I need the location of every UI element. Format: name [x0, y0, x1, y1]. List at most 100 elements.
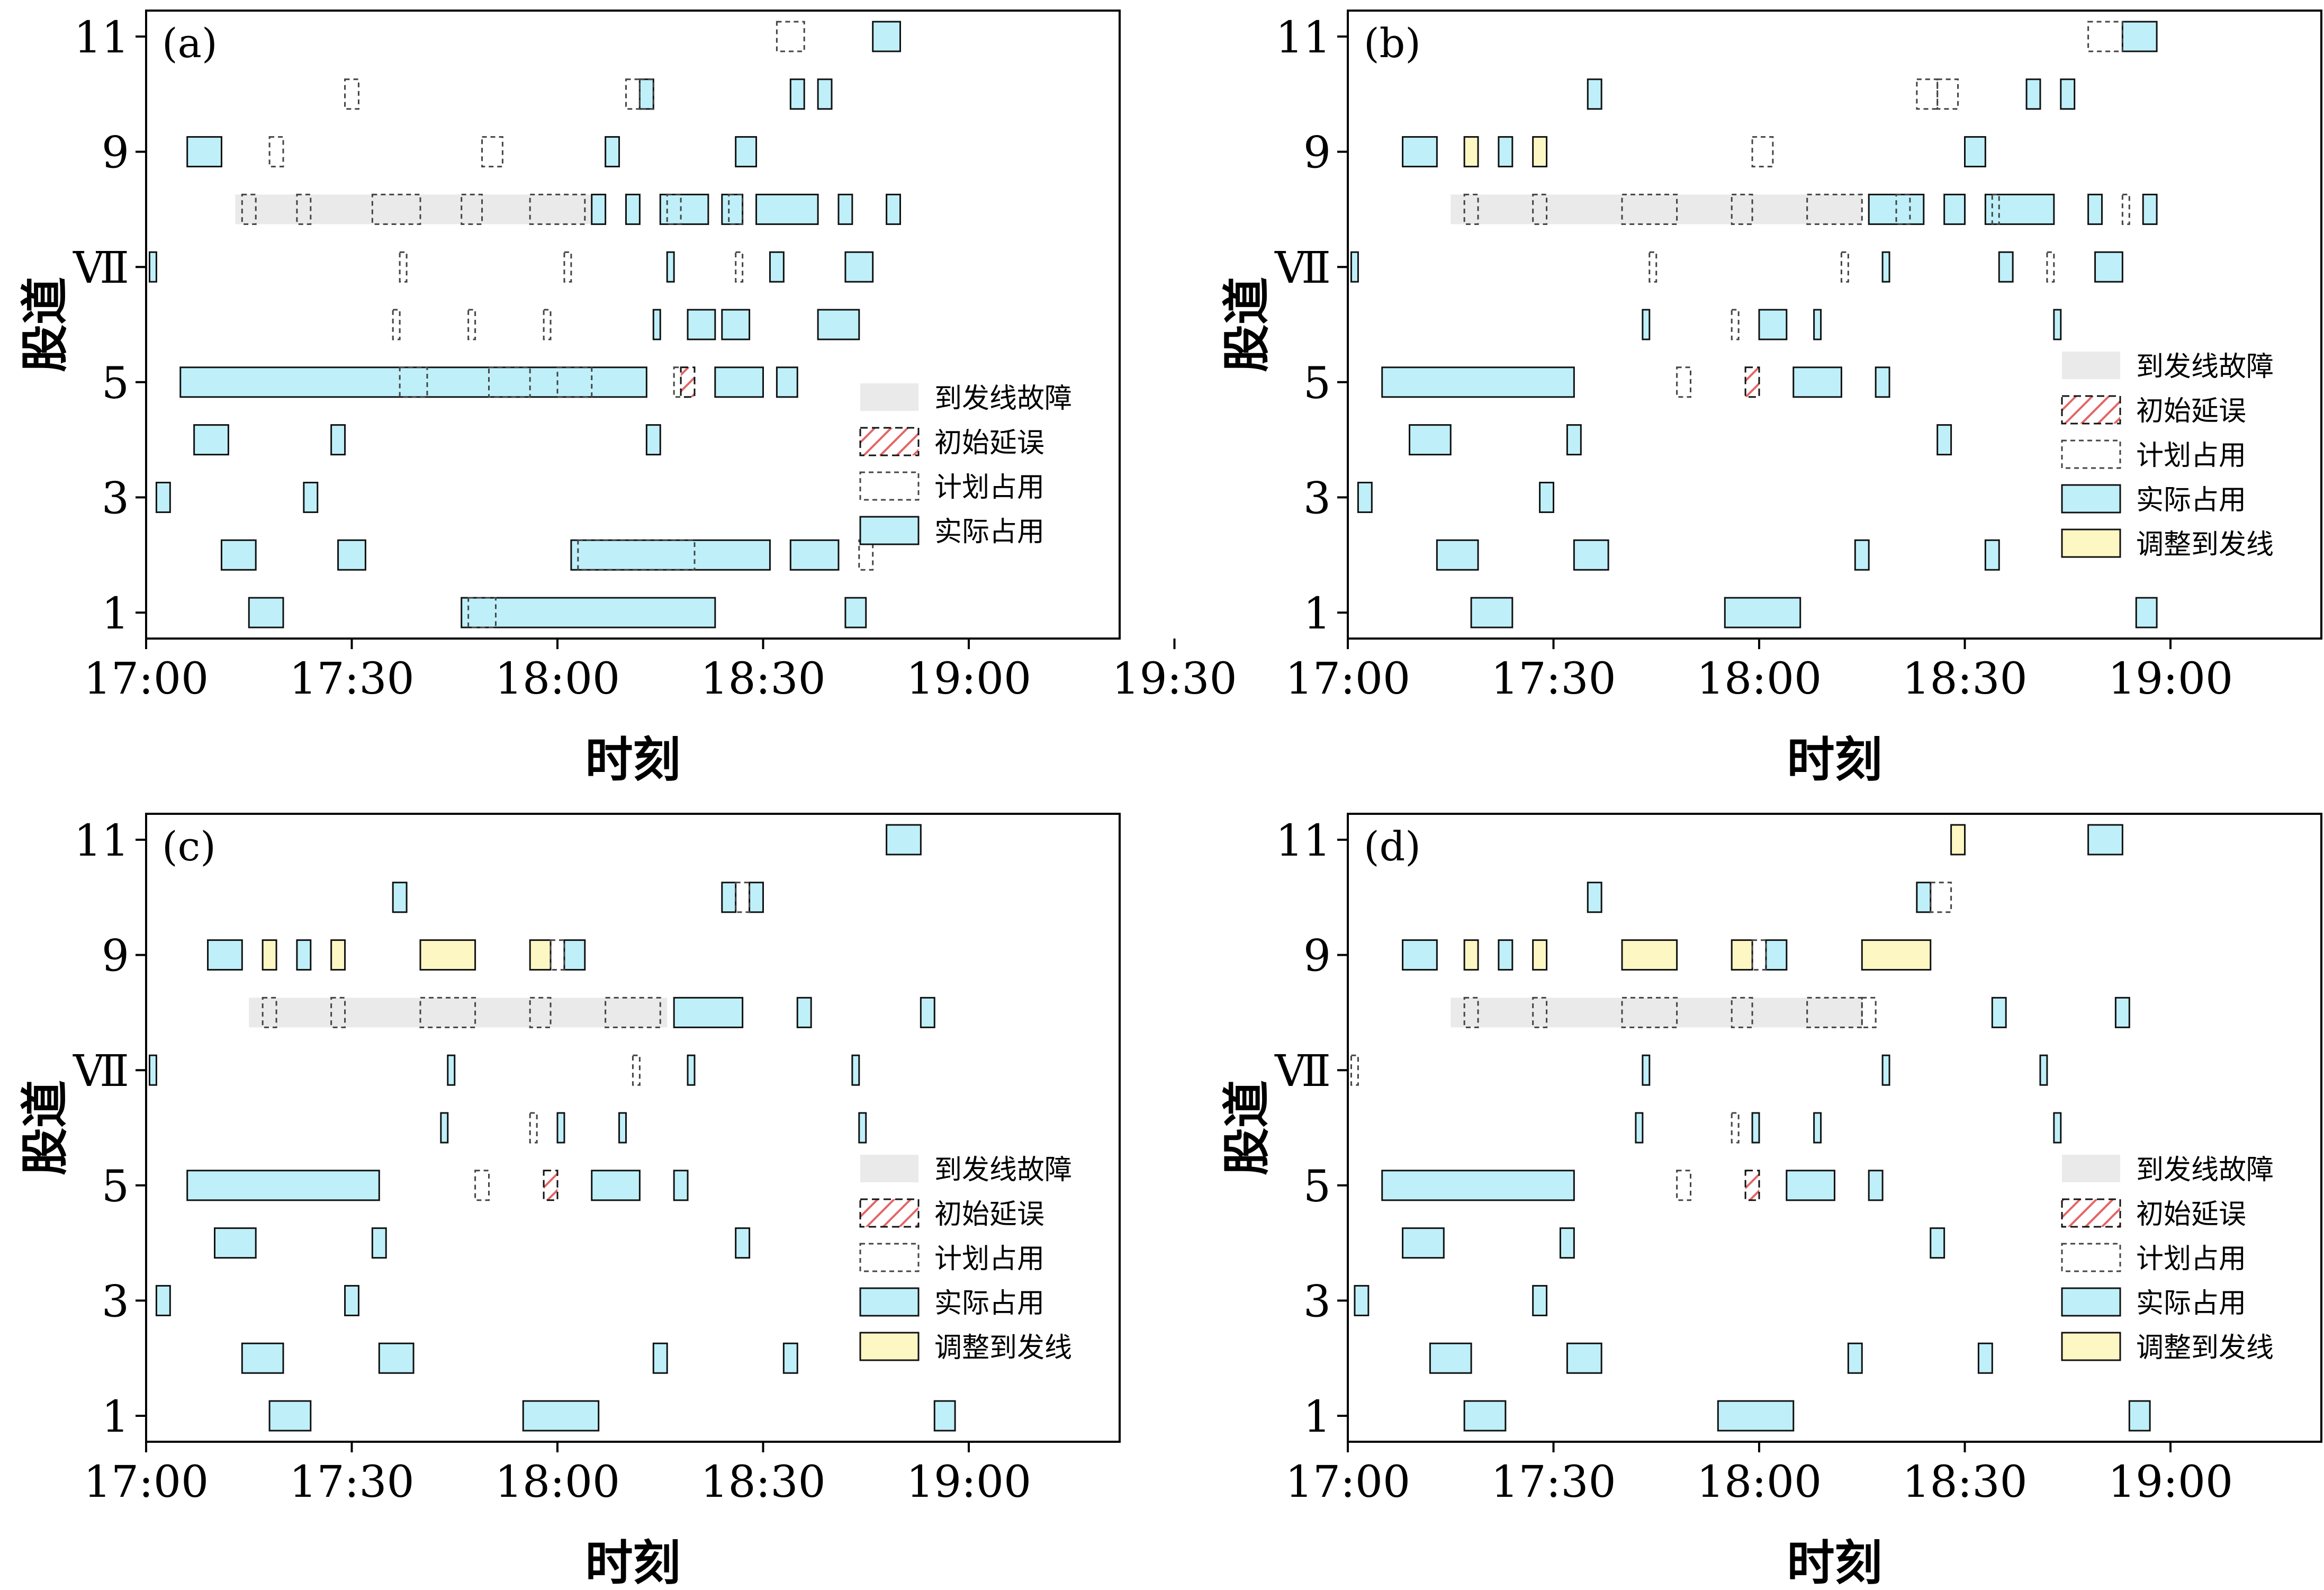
- plan-bar: [1751, 136, 1774, 168]
- legend-swatch-plan: [859, 471, 920, 501]
- y-tick-label: 3: [102, 1277, 129, 1327]
- plan-bar: [371, 193, 421, 225]
- actual-bar: [1409, 424, 1452, 456]
- plan-bar: [399, 251, 408, 283]
- legend-swatch-delay: [2061, 1198, 2121, 1228]
- actual-bar: [248, 597, 284, 628]
- plot-area: [1348, 11, 2321, 639]
- plan-bar: [1731, 1112, 1740, 1144]
- actual-bar: [1881, 251, 1890, 283]
- y-tick-label: 11: [1276, 816, 1331, 866]
- actual-bar: [1847, 1342, 1863, 1374]
- bars-group: [148, 824, 956, 1432]
- x-axis-title: 时刻: [585, 732, 681, 788]
- actual-bar: [844, 597, 867, 628]
- actual-bar: [1532, 1284, 1548, 1316]
- plan-bar: [1991, 193, 2000, 225]
- plan-bar: [529, 996, 552, 1028]
- actual-bar: [1854, 539, 1870, 571]
- actual-bar: [721, 882, 737, 913]
- actual-bar: [1991, 996, 2007, 1028]
- actual-bar: [1498, 136, 1514, 168]
- actual-bar: [666, 251, 675, 283]
- actual-bar: [193, 424, 229, 456]
- fault-bar: [1451, 998, 1862, 1028]
- actual-bar: [2121, 21, 2158, 52]
- actual-bar: [392, 882, 408, 913]
- panel-label: (d): [1364, 823, 1421, 870]
- x-tick-label: 18:30: [1902, 1457, 2027, 1507]
- bars-group: [1350, 824, 2151, 1432]
- legend-label-actual: 实际占用: [2136, 484, 2246, 516]
- plan-bar: [392, 309, 401, 340]
- plan-bar: [1676, 1170, 1692, 1201]
- y-axis-title: 股道: [17, 277, 73, 372]
- y-tick-label: 11: [74, 13, 129, 63]
- legend-swatch-delay: [2061, 395, 2121, 425]
- plan-bar: [529, 1112, 538, 1144]
- adjusted-bar: [1532, 136, 1548, 168]
- panel-c: 17:00 17:30 18:00 18:30 19:00 1 3 5 Ⅶ 9 11 (c) 时刻 股道到…: [17, 813, 1121, 1590]
- y-tick-label: 5: [1303, 1162, 1331, 1212]
- actual-bar: [1943, 193, 1966, 225]
- actual-bar: [2025, 78, 2041, 110]
- actual-bar: [1539, 481, 1555, 513]
- legend-label-plan: 计划占用: [934, 1243, 1044, 1275]
- legend-label-delay: 初始延误: [2136, 396, 2246, 427]
- plan-bar: [638, 78, 654, 110]
- actual-bar: [2094, 251, 2123, 283]
- plan-bar: [605, 996, 661, 1028]
- y-axis-title: 股道: [1219, 277, 1275, 372]
- plot-frame: [145, 813, 1121, 1443]
- plan-bar: [632, 1054, 641, 1086]
- actual-bar: [789, 78, 805, 110]
- legend-label-adjusted: 调整到发线: [2136, 529, 2274, 561]
- actual-bar: [337, 539, 366, 571]
- legend-swatch-fault: [2062, 352, 2120, 379]
- actual-bar: [638, 78, 654, 110]
- actual-bar: [920, 996, 935, 1028]
- actual-bar: [687, 309, 716, 340]
- actual-bar: [186, 136, 222, 168]
- actual-bar: [817, 309, 860, 340]
- x-tick-label: 17:00: [84, 654, 209, 704]
- actual-bar: [591, 193, 607, 225]
- actual-bar: [1357, 481, 1373, 513]
- actual-bar: [2053, 309, 2062, 340]
- plan-bar: [529, 193, 586, 225]
- plan-bar: [858, 539, 874, 571]
- legend-swatch-adjusted: [2061, 528, 2121, 558]
- plan-bar: [461, 193, 483, 225]
- adjusted-bar: [262, 939, 277, 971]
- actual-bar: [933, 1400, 956, 1432]
- y-tick-label: 3: [102, 473, 129, 524]
- plan-bar: [543, 309, 552, 340]
- actual-bar: [148, 1054, 157, 1086]
- legend-swatch-plan: [859, 1243, 920, 1272]
- x-tick-label: 19:00: [906, 1457, 1031, 1507]
- plan-bar: [1861, 996, 1877, 1028]
- y-tick-label: Ⅶ: [73, 1046, 129, 1097]
- actual-bar: [645, 424, 661, 456]
- plan-bar: [296, 193, 312, 225]
- actual-bar: [330, 424, 346, 456]
- actual-bar: [1642, 1054, 1651, 1086]
- y-tick-label: 3: [1303, 473, 1331, 524]
- plan-bar: [1463, 193, 1479, 225]
- actual-bar: [1758, 309, 1788, 340]
- actual-bar: [1875, 366, 1890, 398]
- legend-swatch-actual: [859, 1287, 920, 1317]
- legend-label-fault: 到发线故障: [2136, 351, 2274, 383]
- actual-bar: [1381, 1170, 1575, 1201]
- y-tick-label: 1: [102, 1392, 129, 1442]
- x-tick-label: 18:00: [1697, 654, 1822, 704]
- y-tick-label: 1: [102, 589, 129, 639]
- plan-bar: [330, 996, 346, 1028]
- y-axis-title: 股道: [1219, 1080, 1275, 1175]
- actual-bar: [817, 78, 833, 110]
- plot-frame: [1347, 813, 2322, 1443]
- adjusted-bar: [529, 939, 552, 971]
- legend-swatch-delay: [859, 1198, 920, 1228]
- actual-bar: [1573, 539, 1609, 571]
